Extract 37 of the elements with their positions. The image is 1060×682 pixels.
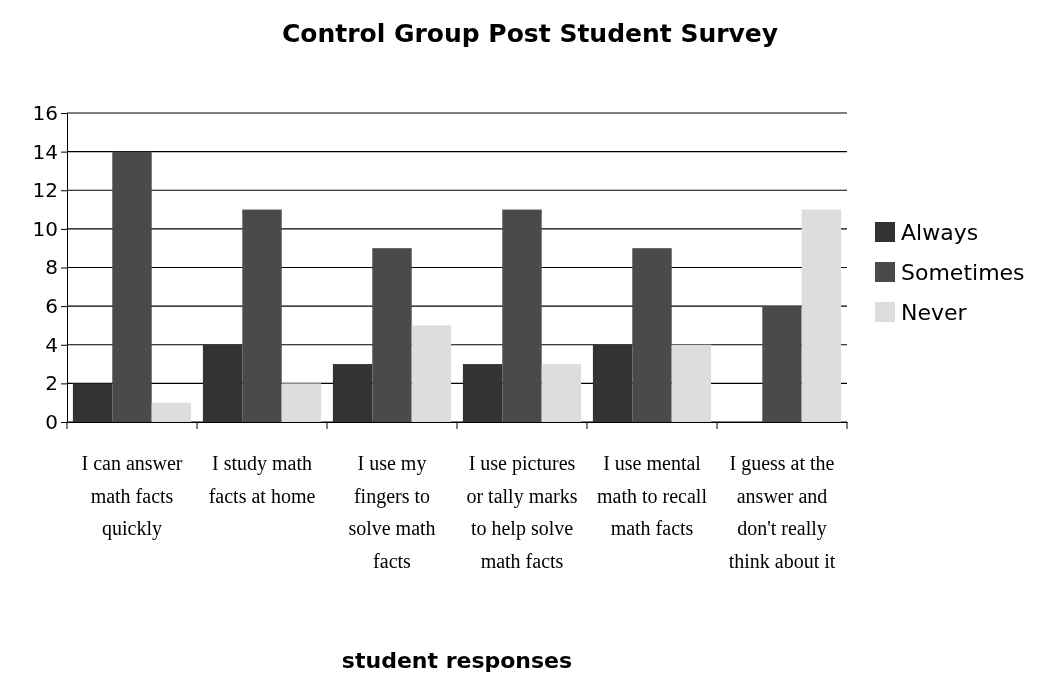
bar xyxy=(632,248,672,422)
x-tick-label: I can answer math facts quickly xyxy=(81,452,183,540)
legend-label: Sometimes xyxy=(901,260,1025,285)
y-tick-label: 0 xyxy=(45,409,58,434)
bar xyxy=(112,151,152,422)
legend-label: Never xyxy=(901,300,968,325)
y-tick-label: 16 xyxy=(32,100,58,125)
bar xyxy=(801,209,842,422)
legend-label: Always xyxy=(901,220,979,245)
x-axis-title: student responses xyxy=(341,648,573,673)
x-tick-label: I guess at the answer and don't really think about it xyxy=(728,452,836,572)
y-tick-label: 4 xyxy=(45,332,58,357)
bar xyxy=(541,364,582,422)
bar xyxy=(462,364,503,422)
bar xyxy=(202,344,243,422)
y-tick-label: 10 xyxy=(32,216,58,241)
bar xyxy=(332,364,373,422)
bar xyxy=(411,325,452,422)
x-tick-label: I use mental math to recall math facts xyxy=(597,452,708,539)
bar xyxy=(372,248,412,422)
bar xyxy=(592,344,633,422)
x-tick-label: I use pictures or tally marks to help solve math facts xyxy=(466,452,578,572)
bar xyxy=(242,209,282,422)
x-tick-label: I use my fingers to solve math facts xyxy=(348,452,436,572)
x-tick-label: I study math facts at home xyxy=(208,452,316,507)
y-tick-label: 12 xyxy=(32,178,58,203)
bar xyxy=(502,209,542,422)
y-tick-label: 14 xyxy=(32,139,58,164)
bar xyxy=(151,402,192,422)
bar xyxy=(281,383,322,422)
chart-title: Control Group Post Student Survey xyxy=(281,19,779,48)
bar xyxy=(762,306,802,422)
y-tick-label: 8 xyxy=(45,255,58,280)
y-tick-label: 2 xyxy=(45,371,58,396)
bar xyxy=(72,383,113,422)
bar xyxy=(671,344,712,422)
y-tick-label: 6 xyxy=(45,294,58,319)
